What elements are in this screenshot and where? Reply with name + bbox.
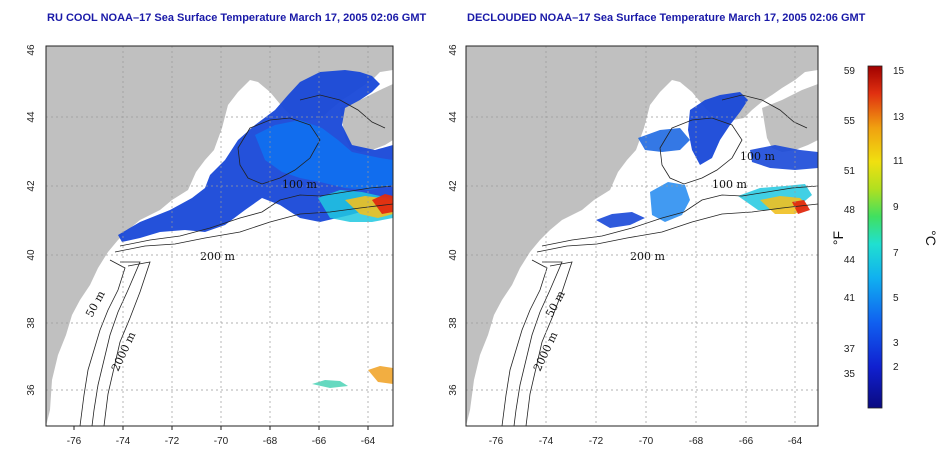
left-lat-tick: 40 [26, 249, 37, 261]
left-map-gridlines [46, 46, 393, 426]
right-map-panel: 200 m 50 m 2000 m 100 m 100 m [465, 45, 819, 427]
left-map-land [46, 46, 393, 426]
left-map-panel: 200 m 50 m 2000 m 100 m [45, 45, 394, 427]
right-map-sst-cold-north [688, 92, 748, 165]
left-lon-tick: -70 [214, 436, 229, 447]
right-lat-tick: 36 [448, 384, 459, 396]
left-lon-axis [73, 426, 369, 430]
right-lon-tick: -76 [489, 436, 504, 447]
left-lon-tick: -66 [312, 436, 327, 447]
right-lat-tick: 38 [448, 317, 459, 329]
right-map-nova-scotia [762, 84, 818, 152]
colorbar-celsius-label: °C [923, 230, 939, 246]
colorbar-c-tick: 7 [893, 248, 899, 259]
colorbar-f-tick: 35 [844, 369, 856, 380]
left-map-sst-south-cyan [312, 380, 348, 388]
right-lon-tick: -72 [589, 436, 604, 447]
left-lat-tick: 44 [26, 111, 37, 123]
right-map-land [466, 46, 818, 426]
right-lat-tick: 40 [448, 249, 459, 261]
colorbar-f-tick: 37 [844, 344, 856, 355]
left-lat-tick: 36 [26, 384, 37, 396]
left-map-title: RU COOL NOAA–17 Sea Surface Temperature … [47, 12, 427, 24]
left-lon-tick: -74 [116, 436, 131, 447]
right-map-title: DECLOUDED NOAA–17 Sea Surface Temperatur… [467, 12, 866, 24]
right-lon-tick: -68 [689, 436, 704, 447]
left-map-bathymetry [79, 94, 393, 426]
right-map-sst-cold-gulf [638, 128, 690, 152]
colorbar-c-tick: 2 [893, 362, 899, 373]
colorbar-f-tick: 41 [844, 293, 856, 304]
left-lon-tick: -68 [263, 436, 278, 447]
right-map-frame [465, 45, 819, 427]
left-lat-tick: 46 [26, 44, 37, 56]
left-lat-tick: 42 [26, 180, 37, 192]
right-map-sst-hot [792, 200, 810, 214]
right-lat-tick: 46 [448, 44, 459, 56]
left-map-frame [45, 45, 394, 427]
colorbar-gradient [867, 65, 883, 409]
right-map-sst-west [596, 212, 645, 228]
colorbar-f-tick: 59 [844, 66, 856, 77]
left-lon-tick: -72 [165, 436, 180, 447]
right-lat-tick: 44 [448, 111, 459, 123]
left-contour-label-200m: 200 m [200, 250, 235, 263]
right-contour-label-200m: 200 m [630, 250, 665, 263]
colorbar-c-tick: 15 [893, 66, 905, 77]
left-contour-label-100m: 100 m [282, 178, 317, 191]
right-map-sst-georges [650, 182, 690, 222]
colorbar-c-tick: 5 [893, 293, 899, 304]
left-lon-tick: -64 [361, 436, 376, 447]
left-map-nova-scotia [340, 84, 393, 152]
colorbar-c-tick: 3 [893, 338, 899, 349]
right-lon-tick: -74 [539, 436, 554, 447]
left-lat-tick: 38 [26, 317, 37, 329]
colorbar-f-tick: 51 [844, 166, 856, 177]
right-contour-label-100m-south: 100 m [712, 178, 747, 191]
right-lon-tick: -66 [739, 436, 754, 447]
right-contour-label-100m-north: 100 m [740, 150, 775, 163]
colorbar-f-tick: 48 [844, 205, 856, 216]
right-lat-tick: 42 [448, 180, 459, 192]
right-map-gridlines [466, 46, 818, 426]
right-lon-tick: -64 [788, 436, 803, 447]
colorbar-c-tick: 13 [893, 112, 905, 123]
left-lon-tick: -76 [67, 436, 82, 447]
colorbar-c-tick: 9 [893, 202, 899, 213]
colorbar-f-tick: 55 [844, 116, 856, 127]
right-map-sst-cold-east [750, 145, 818, 170]
left-map-sst-south-patch [368, 366, 393, 384]
left-map-sst-hot [372, 194, 393, 214]
colorbar: 59 55 51 48 44 41 37 35 15 13 11 9 7 5 3… [830, 65, 939, 409]
colorbar-c-tick: 11 [893, 156, 904, 167]
colorbar-fahrenheit-label: °F [830, 231, 846, 245]
colorbar-f-tick: 44 [844, 255, 856, 266]
right-lon-tick: -70 [639, 436, 654, 447]
